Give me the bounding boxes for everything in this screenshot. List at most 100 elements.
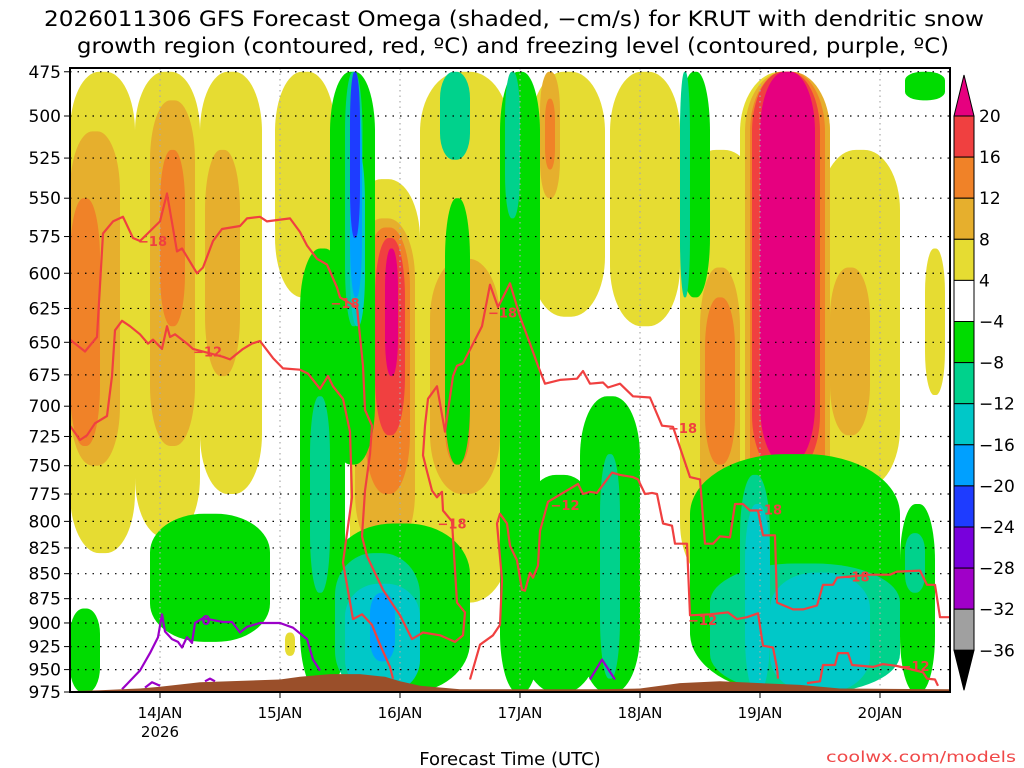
plot-frame xyxy=(69,67,951,693)
terrain-fill xyxy=(70,674,950,692)
x-tick-year-label: 2026 xyxy=(141,723,179,741)
x-tick-label: 14JAN xyxy=(138,704,183,722)
colorbar-label: −12 xyxy=(979,395,1015,415)
colorbar-swatch xyxy=(953,403,975,446)
omega-region-pos12 xyxy=(70,198,100,446)
x-tick-label: 20JAN xyxy=(858,704,903,722)
freezing-level-contour-line xyxy=(204,677,216,683)
x-tick-label: 15JAN xyxy=(258,704,303,722)
omega-region-neg8 xyxy=(440,71,470,160)
colorbar-label: −32 xyxy=(979,600,1015,620)
y-axis: 475 500 525 550 575 600 625 650 675 700 725 750 775 8… xyxy=(29,63,70,703)
colorbar-swatch xyxy=(953,362,975,405)
omega-region-neg8 xyxy=(310,396,330,593)
dgz-contour-label: −18 xyxy=(138,235,167,250)
omega-region-neg4 xyxy=(150,513,270,642)
y-tick-label: 650 xyxy=(29,333,61,353)
y-tick-label: 600 xyxy=(29,264,61,284)
omega-region-pos4 xyxy=(610,71,680,327)
colorbar-swatch xyxy=(953,526,975,569)
colorbar-swatch xyxy=(953,238,975,281)
colorbar-swatch xyxy=(953,197,975,240)
colorbar-under-arrow xyxy=(953,649,975,691)
terrain xyxy=(70,674,950,692)
y-tick-label: 700 xyxy=(29,397,61,417)
colorbar-swatch xyxy=(953,321,975,364)
omega-region-pos12 xyxy=(545,98,555,170)
colorbar-label: −8 xyxy=(979,354,1004,374)
y-tick-label: 900 xyxy=(29,614,61,634)
y-tick-label: 500 xyxy=(29,107,61,127)
y-tick-label: 950 xyxy=(29,661,61,681)
colorbar-swatch xyxy=(953,608,975,651)
y-tick-label: 750 xyxy=(29,457,61,477)
dgz-contour-label: −12 xyxy=(688,614,717,629)
colorbar-label: 20 xyxy=(979,107,1001,127)
omega-region-neg8 xyxy=(600,454,620,679)
colorbar-label: 12 xyxy=(979,189,1001,209)
colorbar-label: −16 xyxy=(979,436,1015,456)
y-tick-label: 525 xyxy=(29,149,61,169)
dgz-contour-label: −12 xyxy=(901,660,930,675)
colorbar: 20 16 12 8 4 −4 −8 −12 −16 −20 −24 −28 −32 −36 xyxy=(953,74,1015,691)
colorbar-over-arrow xyxy=(953,74,975,117)
y-tick-label: 925 xyxy=(29,638,61,658)
dgz-contour-line xyxy=(70,192,950,643)
x-tick-label: 16JAN xyxy=(378,704,423,722)
y-tick-label: 575 xyxy=(29,228,61,248)
x-tick-label: 19JAN xyxy=(738,704,783,722)
y-tick-label: 775 xyxy=(29,485,61,505)
freezing-level-contour-label: 0 xyxy=(201,614,210,629)
omega-region-pos8 xyxy=(205,149,240,377)
dgz-contour-label: −18 xyxy=(753,503,782,518)
y-tick-label: 625 xyxy=(29,299,61,319)
omega-region-pos8 xyxy=(830,267,870,436)
freezing-level-contour-line xyxy=(121,613,321,691)
chart-title-line2: growth region (contoured, red, ºC) and f… xyxy=(77,34,949,58)
omega-region-pos12 xyxy=(705,297,735,465)
dgz-contour-label: −18 xyxy=(488,307,517,322)
y-tick-label: 975 xyxy=(29,683,61,703)
dgz-contour-label: −18 xyxy=(668,422,697,437)
omega-region-pos4 xyxy=(925,248,945,396)
colorbar-swatch xyxy=(953,485,975,528)
omega-region-pos20 xyxy=(385,248,398,377)
colorbar-label: −28 xyxy=(979,559,1015,579)
y-tick-label: 550 xyxy=(29,189,61,209)
x-tick-label: 17JAN xyxy=(498,704,543,722)
dgz-contour-label: −18 xyxy=(841,571,870,586)
freezing-level-contour-line xyxy=(144,681,161,689)
colorbar-label: −24 xyxy=(979,518,1015,538)
omega-region-neg16 xyxy=(370,592,395,662)
omega-region-neg4 xyxy=(445,198,470,465)
colorbar-label: 4 xyxy=(979,271,990,291)
y-tick-label: 800 xyxy=(29,512,61,532)
omega-region-neg4 xyxy=(70,608,100,692)
omega-region-neg12 xyxy=(770,572,870,692)
colorbar-label: 16 xyxy=(979,148,1001,168)
omega-region-neg12 xyxy=(745,503,770,692)
dgz-contour-label: −12 xyxy=(551,499,580,514)
dgz-contour-line xyxy=(70,319,395,679)
dgz-contour-line xyxy=(806,652,939,687)
omega-region-neg8 xyxy=(905,533,925,593)
colorbar-label: −20 xyxy=(979,477,1015,497)
colorbar-label: −4 xyxy=(979,313,1004,333)
freezing-level-contour-line xyxy=(589,658,616,681)
y-tick-label: 825 xyxy=(29,539,61,559)
colorbar-swatch xyxy=(953,567,975,610)
y-tick-label: 725 xyxy=(29,427,61,447)
dgz-contour-label: −12 xyxy=(193,346,222,361)
colorbar-swatch xyxy=(953,279,975,322)
contour-lines xyxy=(70,192,950,691)
colorbar-label: 8 xyxy=(979,230,990,250)
omega-region-neg20 xyxy=(350,71,360,239)
dgz-contour-line xyxy=(468,471,780,680)
y-tick-label: 875 xyxy=(29,590,61,610)
dgz-contour-label: −18 xyxy=(331,297,360,312)
x-tick-label: 18JAN xyxy=(618,704,663,722)
omega-region-pos20 xyxy=(760,71,815,465)
omega-shading xyxy=(70,71,945,692)
